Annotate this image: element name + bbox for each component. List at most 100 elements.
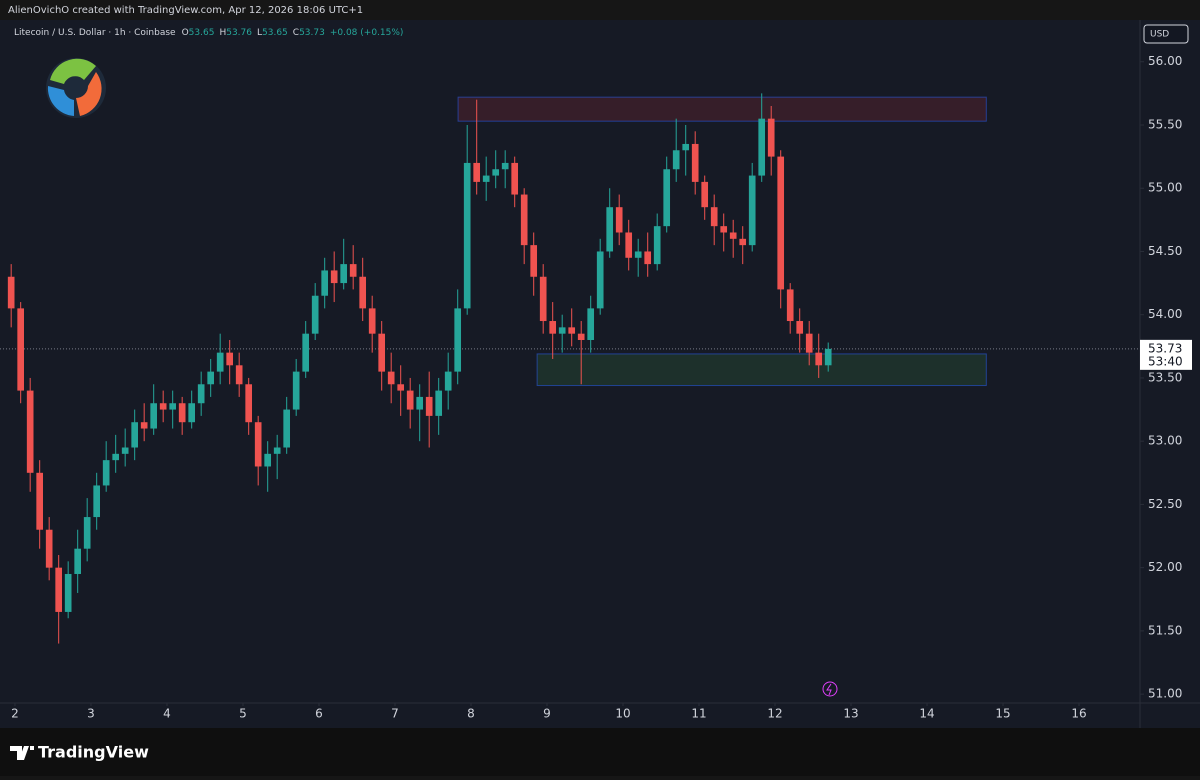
- candle-body: [226, 352, 234, 366]
- candle-body: [777, 156, 785, 290]
- countdown: 53:40: [1148, 354, 1183, 368]
- x-tick-label: 9: [543, 707, 551, 721]
- candle-body: [216, 352, 224, 372]
- y-tick-label: 55.00: [1148, 181, 1182, 195]
- y-tick-label: 51.50: [1148, 623, 1182, 637]
- candle-body: [644, 251, 652, 265]
- x-tick-label: 10: [615, 707, 630, 721]
- x-tick-label: 11: [691, 707, 706, 721]
- x-tick-label: 14: [919, 707, 934, 721]
- candle-body: [416, 396, 424, 410]
- candle-body: [45, 529, 53, 568]
- candle-body: [520, 194, 528, 246]
- candle-body: [511, 162, 519, 195]
- candle-body: [748, 175, 756, 246]
- ohlc-value: 53.65: [262, 28, 288, 38]
- candle-body: [26, 390, 34, 473]
- candle-body: [454, 308, 462, 372]
- candle-body: [93, 485, 101, 518]
- candle-body: [273, 447, 281, 454]
- candle-body: [596, 251, 604, 309]
- candle-body: [492, 169, 500, 176]
- candle-body: [653, 226, 661, 265]
- candle-body: [131, 422, 139, 448]
- symbol: Litecoin / U.S. Dollar · 1h · Coinbase: [14, 28, 176, 38]
- candle-body: [17, 308, 24, 391]
- candle-body: [672, 150, 680, 170]
- candle-body: [311, 295, 319, 334]
- brand: TradingView: [38, 743, 149, 762]
- ohlc-label: H: [219, 28, 226, 38]
- alert-icon[interactable]: [822, 681, 838, 697]
- candle-body: [786, 289, 794, 322]
- candle-body: [378, 333, 386, 372]
- x-tick-label: 6: [315, 707, 323, 721]
- candle-body: [577, 333, 585, 340]
- candle-body: [74, 548, 82, 574]
- candle-body: [691, 143, 699, 182]
- zone: [457, 96, 987, 122]
- x-tick-label: 16: [1071, 707, 1086, 721]
- candle-body: [121, 447, 129, 454]
- x-tick-label: 7: [391, 707, 399, 721]
- currency-button[interactable]: [1143, 24, 1189, 44]
- candle-body: [36, 472, 43, 530]
- candle-body: [7, 276, 15, 309]
- candle-body: [720, 226, 728, 233]
- x-tick-label: 2: [11, 707, 19, 721]
- currency: USD: [1150, 30, 1169, 40]
- x-tick-label: 15: [995, 707, 1010, 721]
- candle-body: [568, 327, 576, 334]
- brand-icon: [10, 746, 34, 760]
- ohlc-value: 53.76: [226, 28, 252, 38]
- ohlc-label: L: [257, 28, 262, 38]
- candle-body: [625, 232, 633, 258]
- x-tick-label: 4: [163, 707, 171, 721]
- candle-body: [739, 238, 747, 246]
- candle-body: [387, 371, 395, 385]
- candle-body: [701, 181, 709, 208]
- ohlc-value: 53.65: [189, 28, 215, 38]
- candle-body: [615, 207, 623, 233]
- candle-body: [501, 162, 509, 170]
- candle-body: [558, 327, 566, 334]
- candle-body: [549, 321, 557, 334]
- candle-body: [178, 403, 186, 423]
- candle-body: [292, 371, 300, 410]
- y-tick-label: 52.50: [1148, 497, 1182, 511]
- candle-body: [473, 162, 481, 182]
- candle-body: [330, 270, 338, 284]
- y-tick-label: 53.50: [1148, 370, 1182, 384]
- candle-body: [767, 118, 775, 157]
- plot-area: [0, 20, 1140, 703]
- zone: [536, 353, 987, 387]
- candle-body: [587, 308, 595, 340]
- candle-body: [606, 207, 614, 252]
- candle-body: [254, 422, 262, 467]
- candle-body: [188, 403, 196, 423]
- candle-body: [55, 567, 62, 612]
- candle-body: [112, 453, 120, 461]
- ohlc-value: 53.73: [299, 28, 325, 38]
- candle-body: [805, 333, 813, 353]
- legend-text: Litecoin / U.S. Dollar · 1h · Coinbase O5…: [14, 28, 403, 38]
- candle-body: [169, 403, 177, 410]
- candle-body: [302, 333, 310, 372]
- candle-body: [435, 390, 443, 416]
- candle-body: [359, 276, 367, 309]
- candle-body: [729, 232, 737, 239]
- candle-body: [264, 453, 272, 467]
- candle-body: [796, 321, 804, 334]
- candle-body: [710, 207, 718, 227]
- ohlc-label: O: [182, 28, 189, 38]
- credit: AlienOvichO created with TradingView.com…: [8, 5, 363, 16]
- logo: [46, 58, 106, 118]
- candle-body: [663, 169, 671, 227]
- x-tick-label: 5: [239, 707, 247, 721]
- candle-body: [425, 396, 433, 416]
- footer: [0, 728, 1200, 776]
- candle-body: [463, 162, 471, 309]
- candle-body: [368, 308, 376, 334]
